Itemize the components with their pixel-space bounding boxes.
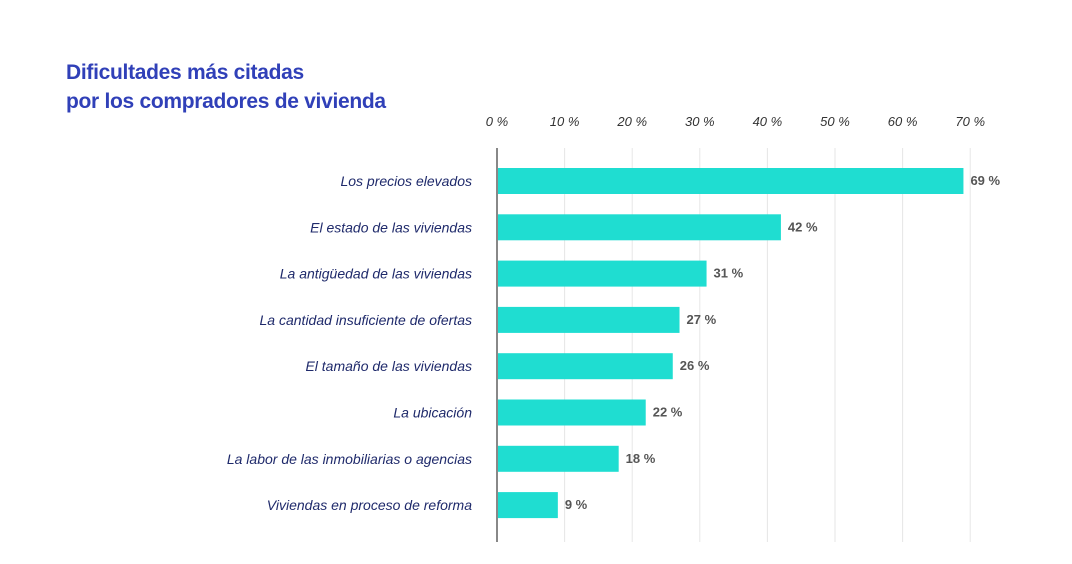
category-label: La antigüedad de las viviendas <box>280 266 472 282</box>
value-label: 27 % <box>687 312 717 327</box>
bar <box>497 168 964 194</box>
bar <box>497 260 707 287</box>
bar <box>497 445 619 472</box>
category-label: Viviendas en proceso de reforma <box>267 497 472 513</box>
bar <box>497 214 781 241</box>
category-label: La ubicación <box>393 405 472 421</box>
chart-title-line-1: Dificultades más citadas <box>66 61 304 84</box>
value-label: 69 % <box>970 173 1000 188</box>
category-label: La cantidad insuficiente de ofertas <box>260 312 472 328</box>
category-label: Los precios elevados <box>340 173 472 189</box>
bar <box>497 306 680 333</box>
bar <box>497 399 646 426</box>
value-label: 22 % <box>653 405 683 420</box>
x-tick-label: 0 % <box>486 114 508 129</box>
x-tick-label: 10 % <box>550 114 580 129</box>
value-label: 42 % <box>788 219 818 234</box>
x-tick-label: 30 % <box>685 114 715 129</box>
x-tick-label: 50 % <box>820 114 850 129</box>
x-tick-label: 20 % <box>616 114 647 129</box>
bar <box>497 492 558 519</box>
chart-title: Dificultades más citadas por los comprad… <box>66 58 386 116</box>
value-label: 31 % <box>714 266 744 281</box>
chart-title-line-2: por los compradores de vivienda <box>66 90 386 113</box>
value-label: 26 % <box>680 358 710 373</box>
value-label: 9 % <box>565 497 588 512</box>
category-label: La labor de las inmobiliarias o agencias <box>227 451 472 467</box>
category-label: El tamaño de las viviendas <box>305 358 472 374</box>
bar <box>497 353 673 380</box>
x-tick-label: 70 % <box>955 114 985 129</box>
x-tick-label: 60 % <box>888 114 918 129</box>
category-label: El estado de las viviendas <box>310 219 472 235</box>
value-label: 18 % <box>626 451 656 466</box>
x-tick-label: 40 % <box>753 114 783 129</box>
